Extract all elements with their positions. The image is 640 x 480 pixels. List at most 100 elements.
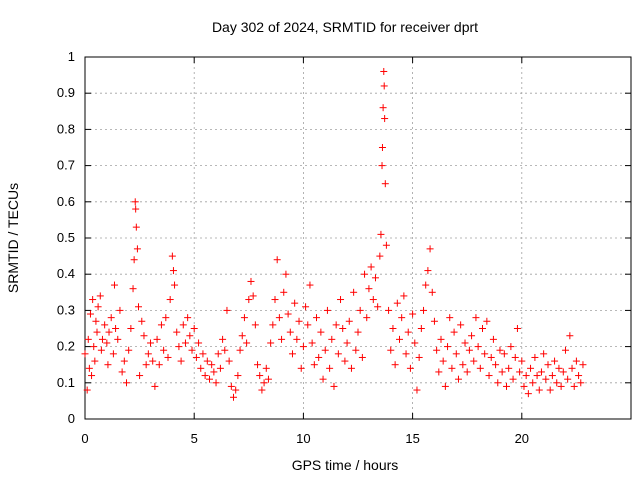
data-point [86, 310, 94, 318]
data-points [81, 67, 587, 401]
data-point [343, 339, 351, 347]
data-point [236, 346, 244, 354]
data-point [437, 335, 445, 343]
data-point [389, 325, 397, 332]
data-point [157, 321, 165, 329]
data-point [98, 335, 106, 343]
data-point [387, 346, 395, 354]
data-point [310, 361, 318, 369]
y-tick-label: 0.9 [57, 85, 75, 100]
data-point [192, 353, 200, 361]
data-point [433, 346, 441, 354]
y-axis-label: SRMTID / TECUs [5, 183, 21, 293]
data-point [120, 357, 128, 365]
data-point [546, 386, 554, 394]
data-point [90, 343, 98, 351]
data-point [271, 296, 279, 304]
data-point [352, 346, 360, 354]
data-point [496, 346, 504, 354]
data-point [470, 357, 478, 365]
data-point [243, 339, 251, 347]
data-point [299, 343, 307, 351]
data-point [459, 361, 467, 369]
data-point [92, 317, 100, 325]
data-point [173, 328, 181, 336]
data-point [195, 339, 203, 347]
data-point [448, 364, 456, 372]
data-point [171, 281, 179, 289]
data-point [219, 335, 227, 343]
data-point [188, 346, 196, 354]
data-point [317, 328, 325, 336]
data-point [269, 321, 277, 329]
data-point [319, 375, 327, 383]
data-point [94, 303, 102, 311]
data-point [465, 346, 473, 354]
data-point [275, 314, 283, 322]
data-point [144, 350, 152, 358]
y-tick-label: 0.6 [57, 194, 75, 209]
data-point [518, 357, 526, 365]
y-tick-label: 0.7 [57, 158, 75, 173]
data-point [559, 368, 567, 376]
y-tick-label: 0.3 [57, 302, 75, 317]
data-point [544, 361, 552, 369]
data-point [426, 245, 434, 253]
data-point [579, 361, 587, 369]
data-point [212, 379, 220, 387]
data-point [240, 314, 248, 322]
data-point [122, 379, 130, 387]
data-point [227, 382, 235, 390]
data-point [280, 288, 288, 296]
data-point [258, 386, 266, 394]
data-point [302, 303, 310, 311]
data-point [363, 314, 371, 322]
data-point [97, 346, 105, 354]
y-tick-label: 0 [68, 411, 75, 426]
y-tick-label: 0.8 [57, 121, 75, 136]
data-point [468, 332, 476, 340]
data-point [208, 361, 216, 369]
data-point [378, 144, 386, 151]
data-point [131, 198, 139, 206]
data-point [247, 277, 255, 285]
data-point [262, 364, 270, 372]
data-point [332, 321, 340, 329]
data-point [93, 328, 101, 336]
data-point [96, 292, 104, 300]
data-point [169, 267, 177, 275]
data-point [230, 393, 238, 401]
data-point [503, 382, 511, 390]
data-point [361, 270, 369, 278]
axis-ticks: 00.10.20.30.40.50.60.70.80.910 5 10 15 20 [57, 49, 631, 446]
data-point [365, 285, 373, 293]
data-point [395, 335, 403, 343]
data-point [533, 372, 541, 380]
data-point [177, 357, 185, 365]
data-point [461, 339, 469, 347]
data-point [505, 364, 513, 372]
data-point [398, 314, 406, 322]
data-point [540, 350, 548, 358]
data-point [339, 325, 347, 332]
data-point [186, 332, 194, 340]
data-point [140, 332, 148, 340]
data-point [378, 162, 386, 170]
data-point [430, 317, 438, 325]
data-point [376, 252, 384, 260]
data-point [155, 361, 163, 369]
data-point [284, 310, 292, 318]
data-point [330, 382, 338, 390]
data-point [293, 335, 301, 343]
data-point [334, 350, 342, 358]
data-point [264, 375, 272, 383]
data-point [147, 339, 155, 347]
data-point [446, 314, 454, 322]
data-point [306, 281, 314, 289]
data-point [313, 314, 321, 322]
data-point [84, 335, 92, 343]
data-point [256, 372, 264, 380]
data-point [428, 288, 436, 296]
data-point [487, 353, 495, 361]
data-point [575, 372, 583, 380]
